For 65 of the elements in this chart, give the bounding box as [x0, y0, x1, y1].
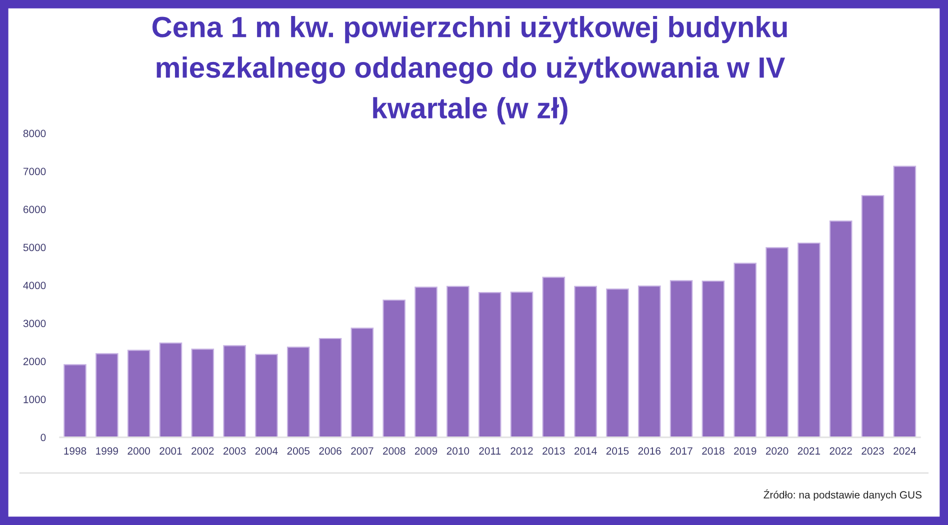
- x-tick-label: 2021: [798, 447, 820, 455]
- bar: [798, 242, 820, 438]
- bar: [542, 276, 566, 438]
- bar: [606, 288, 629, 438]
- x-tick-label: 2024: [894, 447, 916, 455]
- bar: [829, 220, 852, 438]
- x-tick-label: 2003: [223, 447, 246, 455]
- bar: [478, 292, 502, 438]
- bar: [766, 247, 788, 438]
- y-tick-label: 0: [40, 434, 46, 442]
- x-tick-label: 2018: [702, 447, 724, 455]
- x-tick-label: 2009: [414, 447, 438, 455]
- bar: [191, 348, 214, 438]
- y-tick-label: 5000: [23, 244, 46, 252]
- y-tick-label: 4000: [23, 282, 46, 290]
- bar: [350, 328, 374, 438]
- bar: [414, 286, 438, 438]
- x-tick-label: 2002: [192, 447, 214, 455]
- bar: [223, 345, 246, 438]
- y-tick-label: 6000: [23, 206, 46, 214]
- x-tick-label: 2014: [574, 447, 597, 455]
- bar: [96, 353, 118, 438]
- bar: [574, 286, 597, 438]
- bar: [893, 166, 916, 438]
- bar: [638, 286, 661, 438]
- x-tick-label: 2006: [319, 447, 342, 455]
- bar: [286, 346, 310, 438]
- x-tick-label: 2001: [160, 447, 182, 455]
- bar: [670, 280, 693, 438]
- x-tick-label: 2017: [670, 447, 692, 455]
- x-tick-label: 2019: [734, 447, 756, 455]
- x-tick-label: 2010: [446, 447, 470, 455]
- y-tick-label: 2000: [23, 358, 46, 366]
- bar: [127, 350, 150, 438]
- text: Źródło: na podstawie danych GUS: [764, 489, 922, 501]
- chart-title: Cena 1 m kw. powierzchni użytkowej budynku mieszkalnego oddanego do użytkowania w IV kwartale (w zł): [152, 16, 787, 124]
- x-tick-label: 2012: [510, 447, 533, 455]
- y-tick-label: 1000: [24, 396, 46, 404]
- bar: [382, 300, 406, 438]
- x-tick-label: 2023: [862, 447, 884, 455]
- bar: [159, 342, 182, 438]
- x-tick-label: 2015: [606, 447, 629, 455]
- y-tick-label: 8000: [23, 130, 46, 138]
- x-tick-label: 2008: [383, 447, 406, 455]
- x-tick-label: 1998: [64, 447, 86, 455]
- x-tick-label: 1999: [96, 447, 118, 455]
- bar: [734, 262, 757, 438]
- x-tick-label: 2020: [766, 447, 788, 455]
- x-tick-label: 2011: [479, 447, 501, 455]
- bar: [510, 292, 534, 438]
- bar: [255, 354, 278, 438]
- bar: [702, 280, 725, 438]
- bar: [861, 195, 884, 438]
- y-tick-label: 3000: [23, 320, 46, 328]
- y-tick-label: 7000: [23, 168, 46, 176]
- x-tick-label: 2005: [287, 447, 310, 455]
- x-tick-label: 2000: [128, 447, 150, 455]
- bar: [446, 286, 470, 438]
- x-tick-label: 2013: [542, 447, 565, 455]
- x-tick-label: 2007: [351, 447, 374, 455]
- bar: [318, 338, 342, 438]
- x-tick-label: 2022: [830, 447, 852, 455]
- x-tick-label: 2016: [638, 447, 661, 455]
- bar: [64, 364, 86, 438]
- x-tick-label: 2004: [255, 447, 278, 455]
